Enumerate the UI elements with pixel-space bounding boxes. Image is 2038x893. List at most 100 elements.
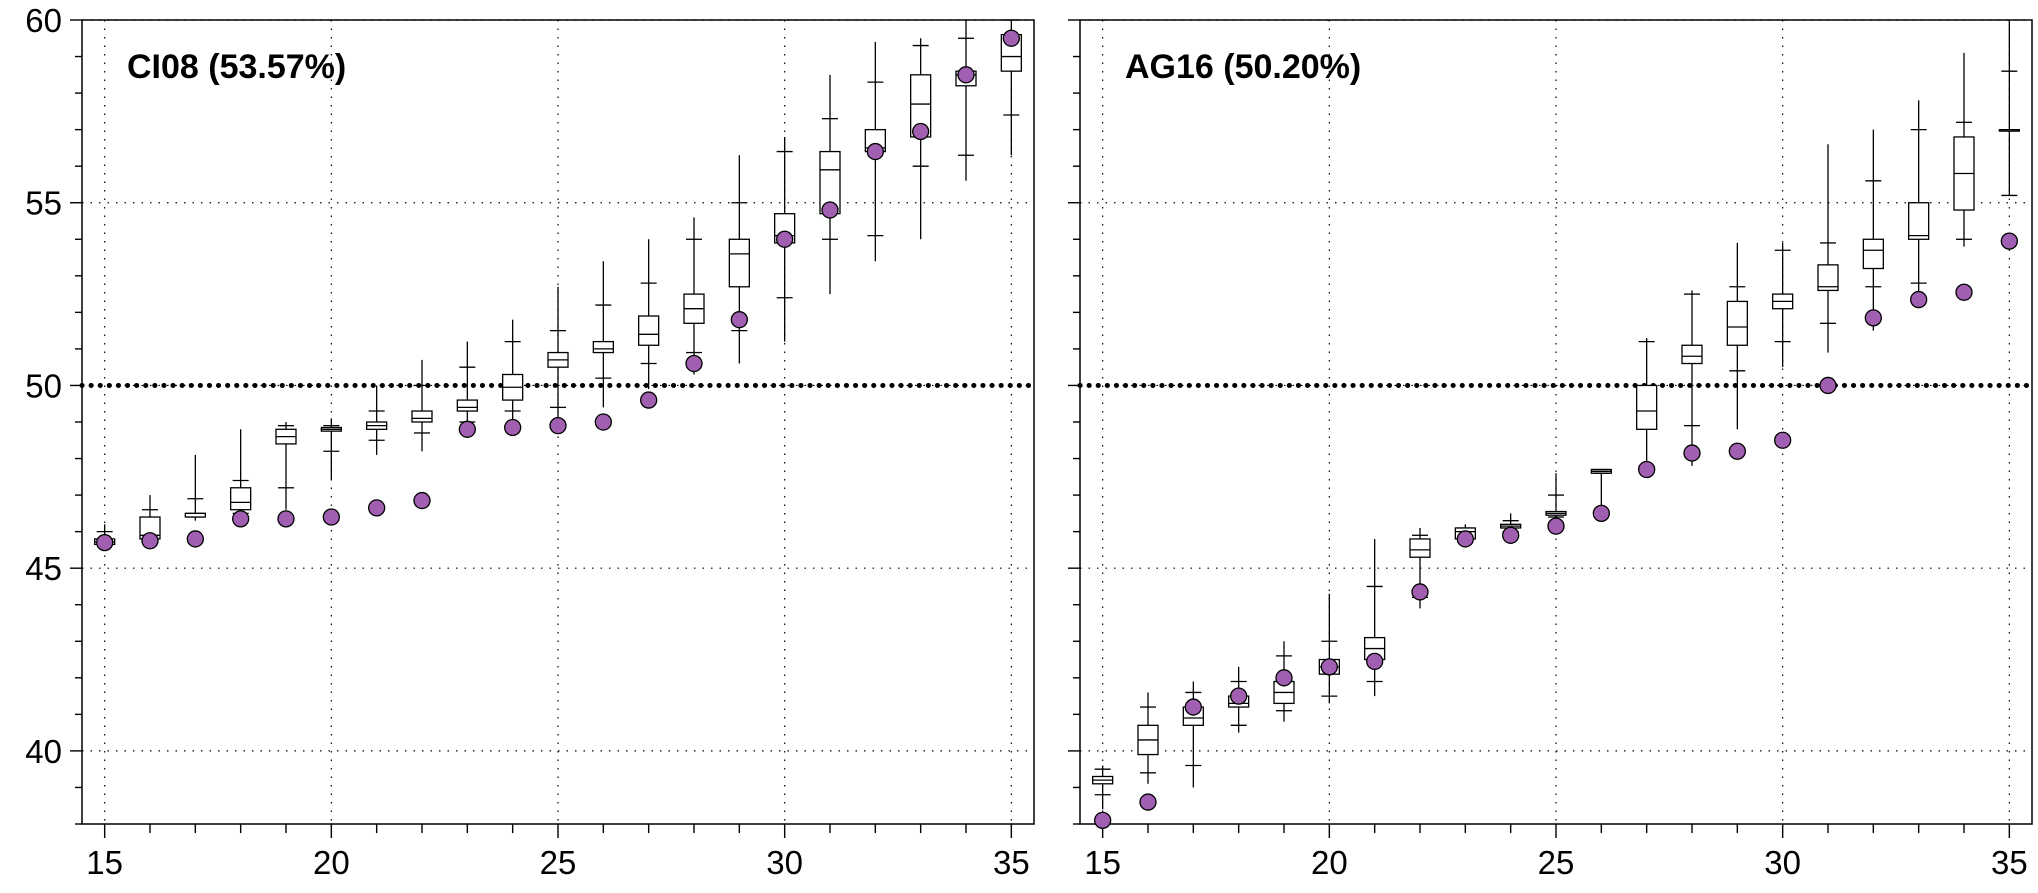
box-plot — [1681, 290, 1703, 466]
box-plot — [184, 454, 206, 521]
data-point — [866, 142, 884, 161]
data-point — [458, 420, 476, 438]
box-iqr — [592, 340, 614, 354]
x-tick-label: 35 — [993, 844, 1030, 881]
data-point — [141, 532, 159, 550]
box-plot — [547, 286, 569, 422]
box-plot — [1545, 473, 1567, 525]
data-point — [776, 230, 794, 248]
box-iqr — [230, 487, 252, 511]
box-plot — [1862, 129, 1884, 331]
data-point — [368, 499, 386, 517]
data-point — [322, 508, 340, 526]
box-plot — [638, 239, 660, 390]
box-iqr — [1681, 344, 1703, 365]
data-point — [1728, 442, 1746, 460]
box-plot — [275, 422, 297, 510]
box-plot — [728, 155, 750, 364]
box-iqr — [1817, 264, 1839, 292]
x-tick-label: 15 — [86, 844, 123, 881]
plot-frame — [1079, 19, 2033, 825]
data-point — [186, 530, 204, 548]
panel-title: CI08 (53.57%) — [127, 48, 346, 86]
box-plot — [1998, 20, 2020, 197]
data-point — [1230, 687, 1248, 705]
panel-right: 15 20 25 30 35 AG16 (50.20%) — [1068, 19, 2035, 881]
y-tick-label: 40 — [25, 733, 62, 770]
box-plot — [819, 74, 841, 295]
data-point — [413, 491, 431, 510]
data-point — [730, 311, 748, 329]
box-plot — [1364, 538, 1386, 697]
data-point — [1774, 431, 1792, 449]
box-iqr — [1862, 238, 1884, 270]
data-point — [1002, 29, 1020, 47]
x-tick-label: 20 — [1311, 844, 1348, 881]
box-iqr — [728, 238, 750, 288]
box-plot — [683, 217, 705, 375]
data-point — [277, 510, 295, 528]
box-plot — [411, 359, 433, 452]
box-plot — [230, 429, 252, 518]
box-plot — [1636, 337, 1658, 474]
data-point — [1139, 793, 1157, 811]
data-point — [1456, 530, 1474, 548]
box-plot — [1182, 681, 1204, 788]
data-point — [1502, 526, 1520, 544]
data-point — [1366, 652, 1384, 671]
y-tick-label: 45 — [25, 550, 62, 587]
data-point — [232, 510, 250, 528]
box-iqr — [1726, 300, 1748, 346]
data-point — [2000, 232, 2018, 250]
data-point — [821, 201, 839, 219]
box-plot — [320, 418, 342, 481]
data-point — [1910, 290, 1928, 309]
box-plot — [1092, 765, 1114, 810]
data-point — [1592, 504, 1610, 523]
data-point — [1547, 517, 1565, 535]
box-plot — [592, 261, 614, 408]
data-point — [912, 122, 930, 141]
data-point — [1275, 669, 1293, 687]
x-tick-label: 30 — [1764, 844, 1801, 881]
y-tick-label: 55 — [25, 185, 62, 222]
data-point — [1864, 309, 1882, 327]
box-plot — [1908, 100, 1930, 298]
box-iqr — [638, 315, 660, 346]
data-point — [1955, 283, 1973, 301]
box-iqr — [1636, 384, 1658, 430]
data-point — [1683, 444, 1701, 462]
box-iqr — [411, 410, 433, 423]
box-iqr — [456, 399, 478, 412]
data-point — [957, 66, 975, 84]
data-point — [685, 354, 703, 373]
data-point — [549, 417, 567, 435]
data-point — [504, 418, 522, 437]
box-plot — [1409, 527, 1431, 609]
x-tick-label: 35 — [1991, 844, 2028, 881]
data-point — [1819, 376, 1837, 395]
box-plot — [1953, 52, 1975, 247]
panel-title: AG16 (50.20%) — [1125, 48, 1361, 86]
box-iqr — [1409, 538, 1431, 558]
box-plot — [502, 319, 524, 422]
data-point — [1184, 698, 1202, 716]
y-tick-label: 50 — [25, 367, 62, 404]
x-tick-label: 30 — [766, 844, 803, 881]
box-plot — [1817, 144, 1839, 353]
y-tick-label: 60 — [25, 2, 62, 39]
x-tick-label: 15 — [1084, 844, 1121, 881]
data-point — [1320, 658, 1338, 676]
data-point — [96, 533, 114, 552]
data-point — [1411, 583, 1429, 601]
box-plot — [1772, 242, 1794, 368]
box-plot — [1726, 242, 1748, 430]
x-tick-label: 25 — [1538, 844, 1575, 881]
x-tick-label: 20 — [313, 844, 350, 881]
data-point — [594, 413, 612, 431]
box-plot — [1318, 593, 1340, 704]
x-tick-label: 25 — [540, 844, 577, 881]
box-plot — [1137, 692, 1159, 784]
data-point — [640, 391, 658, 409]
